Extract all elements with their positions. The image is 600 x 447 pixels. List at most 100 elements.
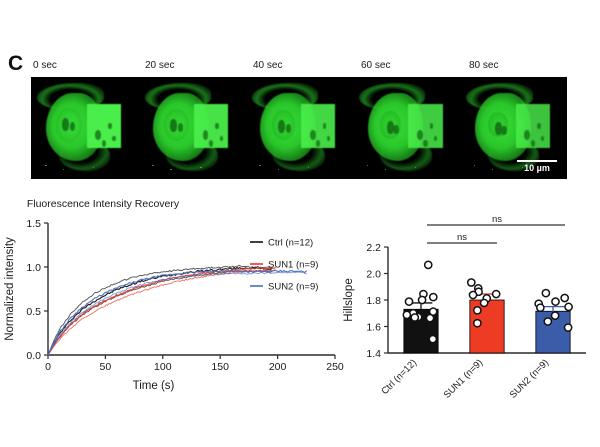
background-speck <box>152 164 154 167</box>
nucleolus-secondary <box>285 123 291 133</box>
series-line-SUN2--n-9- <box>47 269 307 356</box>
y-tick-label: 1.6 <box>366 322 381 334</box>
background-speck <box>307 166 309 168</box>
timestamp-60: 60 sec <box>361 60 391 71</box>
y-tick-label: 1.4 <box>366 348 381 360</box>
vacuole <box>541 136 545 142</box>
data-point <box>536 303 545 313</box>
data-point <box>468 290 478 300</box>
nucleolus-secondary <box>393 124 399 134</box>
data-point <box>428 292 438 302</box>
x-tick-label: 50 <box>100 361 112 373</box>
micrograph-frame-20-sec <box>138 77 246 179</box>
background-speck <box>473 164 476 167</box>
vacuole <box>416 130 423 141</box>
data-point <box>541 288 551 298</box>
y-tick-label: 0.5 <box>26 306 41 318</box>
nucleolus <box>386 120 394 135</box>
vacuole <box>215 122 220 129</box>
vacuole <box>95 130 102 141</box>
micrograph-frame-40-sec <box>245 77 353 179</box>
vacuole <box>429 122 434 129</box>
ns-label-ctrl-sun2: ns <box>492 214 502 225</box>
nucleolus-secondary <box>177 122 183 132</box>
x-category-label-1: SUN1 (n=9) <box>442 357 485 400</box>
background-speck <box>93 166 95 168</box>
data-point <box>404 297 414 306</box>
data-point <box>551 297 560 306</box>
micrograph-strip: 10 µm <box>31 77 568 179</box>
background-speck <box>491 168 494 171</box>
nucleolus <box>170 118 178 133</box>
background-speck <box>259 164 261 167</box>
background-speck <box>366 164 369 167</box>
bleached-nucleus <box>55 107 83 143</box>
scale-bar-line <box>517 159 557 162</box>
x-tick-label: 100 <box>154 361 172 373</box>
data-point <box>425 313 435 323</box>
series-line-Ctrl-upper <box>47 264 273 356</box>
vacuole <box>101 140 107 148</box>
vacuole <box>208 140 214 148</box>
background-speck <box>63 168 65 171</box>
vacuole <box>536 122 541 129</box>
nucleolus-secondary <box>69 121 75 132</box>
y-tick-label: 0.0 <box>26 350 41 362</box>
scale-bar-label: 10 µm <box>524 163 550 173</box>
timestamp-40: 40 sec <box>253 60 283 71</box>
nucleolus-secondary <box>501 125 507 135</box>
x-tick-label: 250 <box>326 361 344 373</box>
scale-bar: 10 µm <box>517 159 557 173</box>
micrograph-frames <box>31 77 568 179</box>
y-tick-label: 1.8 <box>366 295 381 307</box>
data-point <box>466 278 476 287</box>
series-line-SUN1-lower <box>47 269 276 356</box>
background-speck <box>414 166 416 168</box>
data-point <box>543 317 553 326</box>
background-speck <box>170 168 172 171</box>
x-category-label-2: SUN2 (n=9) <box>508 357 551 400</box>
timestamp-80: 80 sec <box>469 60 499 71</box>
line-chart-svg: Fluorescence Intensity Recovery 0 50 100 150… <box>4 198 344 392</box>
x-axis-label: Time (s) <box>133 380 175 392</box>
vacuole <box>108 122 112 129</box>
legend-label-2: SUN2 (n=9) <box>268 282 318 293</box>
bar-chart-svg: 1.4 1.6 1.8 2.0 2.2 Hillslope Ctrl (n=12) SUN1 … <box>343 214 586 401</box>
series-line-SUN2-lower <box>47 271 307 356</box>
data-point <box>491 289 501 299</box>
vacuole <box>112 136 116 142</box>
data-point <box>564 302 573 312</box>
background-speck <box>44 164 47 167</box>
panel-label: C <box>8 52 24 75</box>
background-speck <box>277 168 279 171</box>
x-tick-label: 150 <box>211 361 229 373</box>
data-point <box>472 305 482 315</box>
micrograph-frame-60-sec <box>352 77 460 179</box>
timestamp-0: 0 sec <box>33 60 57 71</box>
vacuole <box>524 130 531 141</box>
data-point <box>428 334 438 344</box>
background-speck <box>521 166 524 168</box>
vacuole <box>530 140 535 148</box>
timestamp-20: 20 sec <box>145 60 175 71</box>
fluorescence-recovery-chart: Fluorescence Intensity Recovery 0 50 100 150… <box>0 195 345 395</box>
data-point <box>550 311 560 320</box>
vacuole <box>309 130 316 141</box>
legend-label-1: SUN1 (n=9) <box>268 260 318 271</box>
vacuole <box>434 136 438 142</box>
data-point <box>410 313 420 322</box>
micrograph-timestamp-row: 0 sec 20 sec 40 sec 60 sec 80 sec <box>31 60 567 75</box>
y-axis-label: Normalized intensity <box>4 237 16 341</box>
legend-label-0: Ctrl (n=12) <box>268 238 313 249</box>
y-axis-label: Hillslope <box>343 278 355 321</box>
vacuole <box>423 140 428 148</box>
vacuole <box>202 130 209 141</box>
vacuole <box>326 136 331 142</box>
data-point <box>472 318 482 328</box>
data-point <box>417 295 427 305</box>
data-point <box>560 293 570 303</box>
y-tick-label: 1.5 <box>26 218 41 230</box>
vacuole <box>316 140 321 148</box>
background-speck <box>200 166 202 168</box>
nucleolus <box>62 117 70 132</box>
